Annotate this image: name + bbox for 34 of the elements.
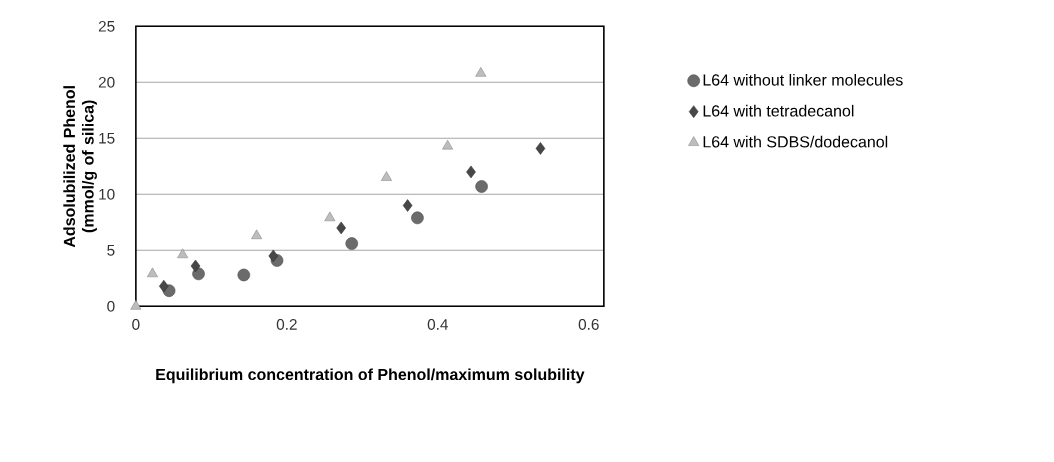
x-tick-label: 0.6 — [578, 319, 599, 330]
point — [475, 180, 488, 193]
point — [442, 139, 454, 150]
x-tick-label: 0.2 — [276, 319, 297, 330]
y-tick-label: 10 — [99, 188, 115, 200]
legend-label: L64 with SDBS/dodecanol — [703, 135, 888, 148]
point — [251, 229, 263, 240]
point — [177, 248, 189, 259]
y-tick-label: 0 — [107, 300, 115, 312]
y-tick-label: 20 — [98, 76, 115, 88]
point — [345, 237, 359, 250]
y-axis-title: Adsolubilized Phenol (mmol/g of silica) — [63, 86, 97, 248]
y-tick-label: 5 — [107, 244, 115, 256]
y-tick-label: 15 — [99, 132, 115, 144]
point — [336, 221, 346, 235]
point — [466, 165, 476, 179]
point — [268, 249, 279, 263]
point — [159, 279, 169, 293]
y-tick-label: 25 — [98, 20, 115, 32]
point — [402, 199, 413, 212]
point — [535, 142, 546, 155]
point — [237, 268, 251, 282]
point — [190, 259, 201, 273]
legend-label: L64 with tetradecanol — [703, 104, 854, 117]
x-tick-label: 0 — [132, 319, 140, 330]
point — [130, 300, 142, 310]
point — [475, 67, 487, 77]
legend-label: L64 without linker molecules — [703, 73, 903, 86]
point — [147, 267, 158, 278]
x-axis-title: Equilibrium concentration of Phenol/maximum solubility — [156, 368, 585, 384]
point — [324, 211, 336, 222]
point — [411, 211, 424, 225]
point — [381, 171, 392, 181]
x-tick-label: 0.4 — [427, 319, 448, 330]
